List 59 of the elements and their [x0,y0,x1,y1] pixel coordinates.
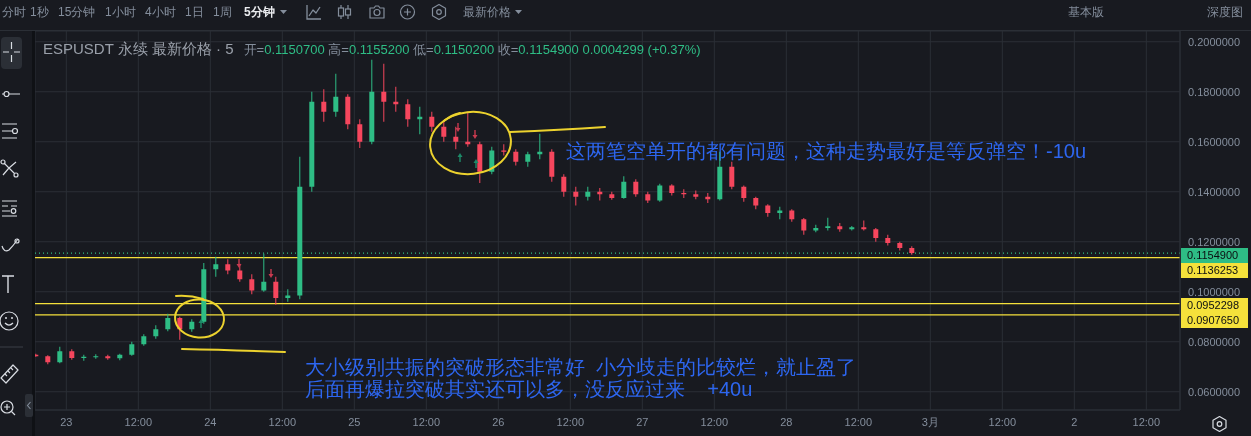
x-tick-label: 2 [1071,415,1078,428]
candlestick [321,88,327,123]
text: 最新价格 [463,4,511,20]
text: 分时 [2,4,26,20]
x-tick-label: 25 [348,415,361,428]
candlestick [429,111,435,133]
text: 开=0.1150700 高=0.1155200 低=0.1150200 收=0.1154900 0.0004299 (+0.37%) [243,42,701,57]
ref-line-label: 0.1154900 [1181,248,1248,264]
text: 15分钟 [58,4,96,20]
candlestick [405,98,411,128]
y-tick-label: 0.0800000 [1188,335,1240,348]
candlestick [357,118,363,149]
text: 基本版 [1068,4,1104,20]
x-tick-label: 3月 [921,415,939,428]
candlestick [621,175,627,200]
y-tick-label: 0.2000000 [1188,35,1240,48]
x-tick-label: 12:00 [1132,415,1161,428]
y-tick-label: 0.1600000 [1188,135,1240,148]
x-tick-label: 24 [204,415,217,428]
candlestick [273,276,279,306]
x-tick-label: 12:00 [556,415,585,428]
x-tick-label: 12:00 [700,415,729,428]
candlestick [573,186,579,206]
x-tick-label: 12:00 [412,415,441,428]
text: 1周 [213,4,232,20]
x-tick-label: 26 [492,415,505,428]
y-tick-label: 0.1000000 [1188,285,1240,298]
x-tick-label: 27 [636,415,649,428]
y-tick-label: 0.1800000 [1188,85,1240,98]
text: 1秒 [30,4,49,20]
text: 4小时 [145,4,176,20]
ref-line-label: 0.0907650 [1181,313,1248,329]
text: 1日 [185,4,204,20]
candlestick [333,73,339,118]
x-tick-label: 12:00 [268,415,297,428]
annotation: 大小级别共振的突破形态非常好 小分歧走的比较烂，就止盈了 [305,356,857,378]
x-tick-label: 12:00 [124,415,153,428]
y-tick-label: 0.1400000 [1188,185,1240,198]
text: 1小时 [105,4,136,20]
x-tick-label: 23 [60,415,73,428]
annotation: 后面再爆拉突破其实还可以多，没反应过来 +40u [305,378,753,400]
ref-line-label: 0.0952298 [1181,298,1248,314]
x-tick-label: 12:00 [988,415,1017,428]
x-tick-label: 12:00 [844,415,873,428]
candlestick [729,161,735,190]
candlestick [213,256,219,278]
candlestick [453,126,459,150]
text: ESPUSDT 永续 最新价格 · 5 [43,40,234,59]
candlestick [249,273,255,295]
candlestick [561,173,567,198]
y-tick-label: 0.1200000 [1188,235,1240,248]
y-tick-label: 0.0600000 [1188,385,1240,398]
annotation: 这两笔空单开的都有问题，这种走势最好是等反弹空！-10u [566,140,1087,162]
text: 5分钟 [244,4,275,20]
candlestick [441,121,447,143]
x-tick-label: 28 [780,415,793,428]
candlestick [381,63,387,123]
ref-line-label: 0.1136253 [1181,263,1248,279]
text: 深度图 [1207,4,1243,20]
